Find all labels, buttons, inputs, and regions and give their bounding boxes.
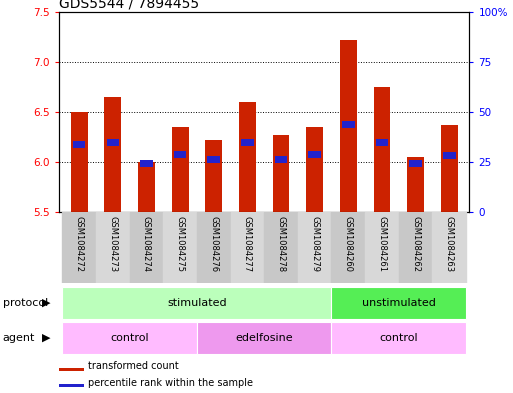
Text: GSM1084263: GSM1084263 [445,216,453,272]
Bar [264,212,298,283]
Text: ▶: ▶ [42,298,50,308]
Text: edelfosine: edelfosine [235,333,293,343]
Bar [59,368,84,371]
Bar [376,139,388,145]
Text: protocol: protocol [3,298,48,308]
Text: GSM1084262: GSM1084262 [411,216,420,272]
Bar [107,139,119,145]
Bar [274,156,287,163]
Bar [340,40,357,212]
Bar [130,212,163,283]
Text: GSM1084274: GSM1084274 [142,216,151,272]
Text: GSM1084273: GSM1084273 [108,216,117,272]
Text: GSM1084276: GSM1084276 [209,216,218,272]
Text: transformed count: transformed count [88,361,179,371]
Bar [105,97,121,212]
Text: percentile rank within the sample: percentile rank within the sample [88,378,253,388]
Bar [63,212,96,283]
Bar [298,212,331,283]
Bar [241,139,254,145]
Text: GSM1084275: GSM1084275 [175,216,185,272]
Bar [59,384,84,387]
Text: GSM1084278: GSM1084278 [277,216,286,272]
Bar [407,157,424,212]
Text: ▶: ▶ [42,333,50,343]
Bar [73,141,86,148]
Bar [172,127,188,212]
Text: GSM1084272: GSM1084272 [75,216,84,272]
Bar [365,212,399,283]
Text: GSM1084261: GSM1084261 [378,216,386,272]
Bar [331,322,466,354]
Bar [443,152,456,159]
Bar [331,287,466,318]
Bar [205,140,222,212]
Bar [399,212,432,283]
Text: agent: agent [3,333,35,343]
Bar [441,125,458,212]
Bar [409,160,422,167]
Text: unstimulated: unstimulated [362,298,436,308]
Bar [331,212,365,283]
Bar [140,160,153,167]
Bar [239,102,256,212]
Bar [207,156,220,163]
Text: stimulated: stimulated [167,298,227,308]
Bar [306,127,323,212]
Bar [197,322,331,354]
Text: control: control [110,333,149,343]
Bar [96,212,130,283]
Text: GSM1084277: GSM1084277 [243,216,252,272]
Bar [272,135,289,212]
Bar [308,151,321,158]
Text: GSM1084260: GSM1084260 [344,216,353,272]
Bar [230,212,264,283]
Text: GSM1084279: GSM1084279 [310,216,319,272]
Bar [342,121,354,128]
Bar [71,112,88,212]
Bar [63,287,331,318]
Bar [163,212,197,283]
Bar [63,322,197,354]
Bar [174,151,186,158]
Text: control: control [380,333,418,343]
Bar [373,87,390,212]
Bar [197,212,230,283]
Bar [138,162,155,212]
Text: GDS5544 / 7894455: GDS5544 / 7894455 [59,0,199,11]
Bar [432,212,466,283]
